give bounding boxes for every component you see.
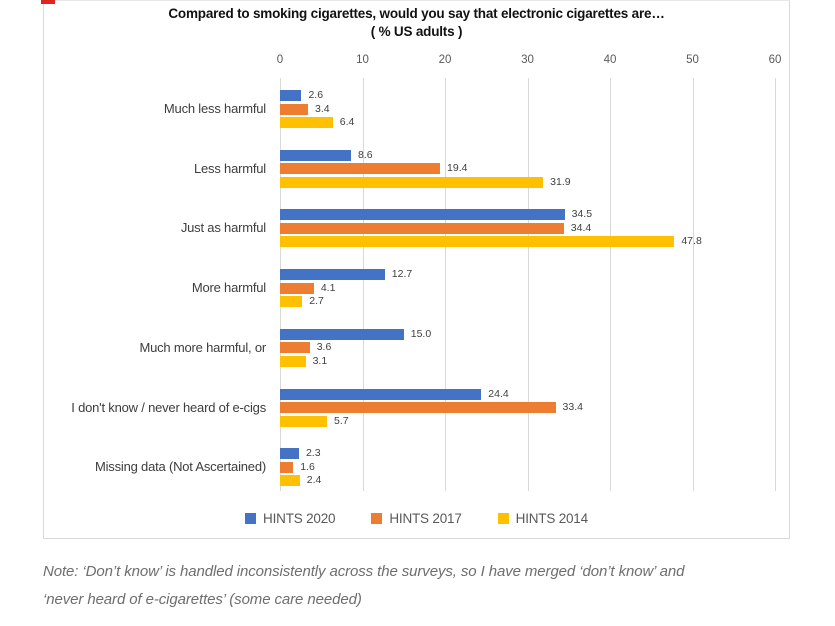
bar-value-label: 2.7 <box>309 295 324 308</box>
bar-value-label: 34.4 <box>570 221 592 234</box>
footnote-line-2: ‘never heard of e-cigarettes’ (some care… <box>43 591 362 608</box>
bar-hints-2014 <box>280 355 306 367</box>
bar-hints-2017 <box>280 163 441 175</box>
legend: HINTS 2020 HINTS 2017 HINTS 2014 <box>44 507 789 529</box>
bar-hints-2020 <box>280 448 299 460</box>
bar-hints-2017 <box>280 461 294 473</box>
bar-hints-2014 <box>280 296 303 308</box>
bar-hints-2020 <box>280 149 351 161</box>
footnote-line-1: Note: ‘Don’t know’ is handled inconsiste… <box>43 563 685 580</box>
bar-hints-2014 <box>280 176 544 188</box>
category-label: More harmful <box>191 280 266 296</box>
gridline-60 <box>775 78 776 491</box>
bar-value-label: 34.5 <box>571 208 593 221</box>
bar-hints-2014 <box>280 236 675 248</box>
legend-item-hints-2014: HINTS 2014 <box>497 510 588 526</box>
bar-value-label: 3.4 <box>315 102 330 115</box>
bar-value-label: 6.4 <box>339 116 355 128</box>
legend-label: HINTS 2014 <box>515 510 588 526</box>
bar-value-label: 4.1 <box>320 281 336 294</box>
bar-value-label: 2.4 <box>306 474 322 487</box>
legend-item-hints-2020: HINTS 2020 <box>245 510 336 526</box>
bar-hints-2017 <box>280 222 564 234</box>
red-marker <box>41 0 55 4</box>
x-tick-label-60: 60 <box>768 54 782 66</box>
x-tick-label-40: 40 <box>603 54 617 66</box>
chart-panel: Compared to smoking cigarettes, would yo… <box>41 0 791 540</box>
chart-subtitle: ( % US adults ) <box>370 24 463 39</box>
x-tick-label-20: 20 <box>438 54 452 66</box>
bar-hints-2020 <box>280 269 385 281</box>
legend-label: HINTS 2020 <box>263 510 336 526</box>
bar-value-label: 15.0 <box>410 327 432 340</box>
gridline-20 <box>445 78 446 491</box>
x-tick-label-50: 50 <box>686 54 699 66</box>
bar-hints-2014 <box>280 415 328 427</box>
bar-hints-2014 <box>280 475 300 487</box>
gridline-10 <box>362 78 364 491</box>
bar-hints-2017 <box>280 103 309 115</box>
legend-label: HINTS 2017 <box>389 510 462 526</box>
category-label: Less harmful <box>193 160 266 176</box>
legend-swatch-icon <box>245 512 257 524</box>
bar-value-label: 2.6 <box>308 89 324 101</box>
bar-value-label: 5.7 <box>334 414 349 427</box>
x-tick-label-0: 0 <box>276 54 284 66</box>
category-label: Just as harmful <box>180 220 266 236</box>
legend-swatch-icon <box>371 512 383 524</box>
bar-value-label: 12.7 <box>391 268 413 281</box>
category-label: Missing data (Not Ascertained) <box>94 459 266 475</box>
bar-hints-2017 <box>280 282 314 294</box>
legend-swatch-icon <box>497 512 509 524</box>
bar-value-label: 8.6 <box>357 148 373 161</box>
bar-hints-2020 <box>280 90 302 101</box>
bar-hints-2017 <box>280 342 310 354</box>
x-tick-label-10: 10 <box>356 54 369 66</box>
bar-value-label: 2.3 <box>305 447 321 460</box>
bar-value-label: 3.1 <box>312 354 328 367</box>
bar-hints-2014 <box>280 117 333 128</box>
gridline-30 <box>527 78 529 491</box>
bar-value-label: 3.6 <box>316 341 332 354</box>
bar-hints-2020 <box>280 209 565 221</box>
bar-value-label: 33.4 <box>562 401 583 413</box>
gridline-40 <box>610 78 611 491</box>
category-label: I don't know / never heard of e-cigs <box>71 399 266 415</box>
footnote: Note: ‘Don’t know’ is handled inconsiste… <box>43 558 788 614</box>
bar-hints-2020 <box>280 328 404 340</box>
bar-value-label: 19.4 <box>447 162 468 175</box>
chart-title: Compared to smoking cigarettes, would yo… <box>168 6 665 21</box>
bar-value-label: 24.4 <box>488 387 509 400</box>
x-tick-label-30: 30 <box>521 54 534 66</box>
bar-value-label: 47.8 <box>681 235 702 248</box>
plot-area: 0 10 20 30 40 50 60 Much less harmful 2.6 3.4 6.4 L… <box>44 1 791 540</box>
gridline-50 <box>692 78 694 491</box>
category-label: Much less harmful <box>163 101 266 116</box>
bar-value-label: 1.6 <box>300 460 315 473</box>
bar-value-label: 31.9 <box>550 175 571 188</box>
bar-hints-2020 <box>280 388 482 400</box>
category-label: Much more harmful, or <box>139 339 266 355</box>
legend-item-hints-2017: HINTS 2017 <box>371 510 462 526</box>
bar-hints-2017 <box>280 402 556 413</box>
